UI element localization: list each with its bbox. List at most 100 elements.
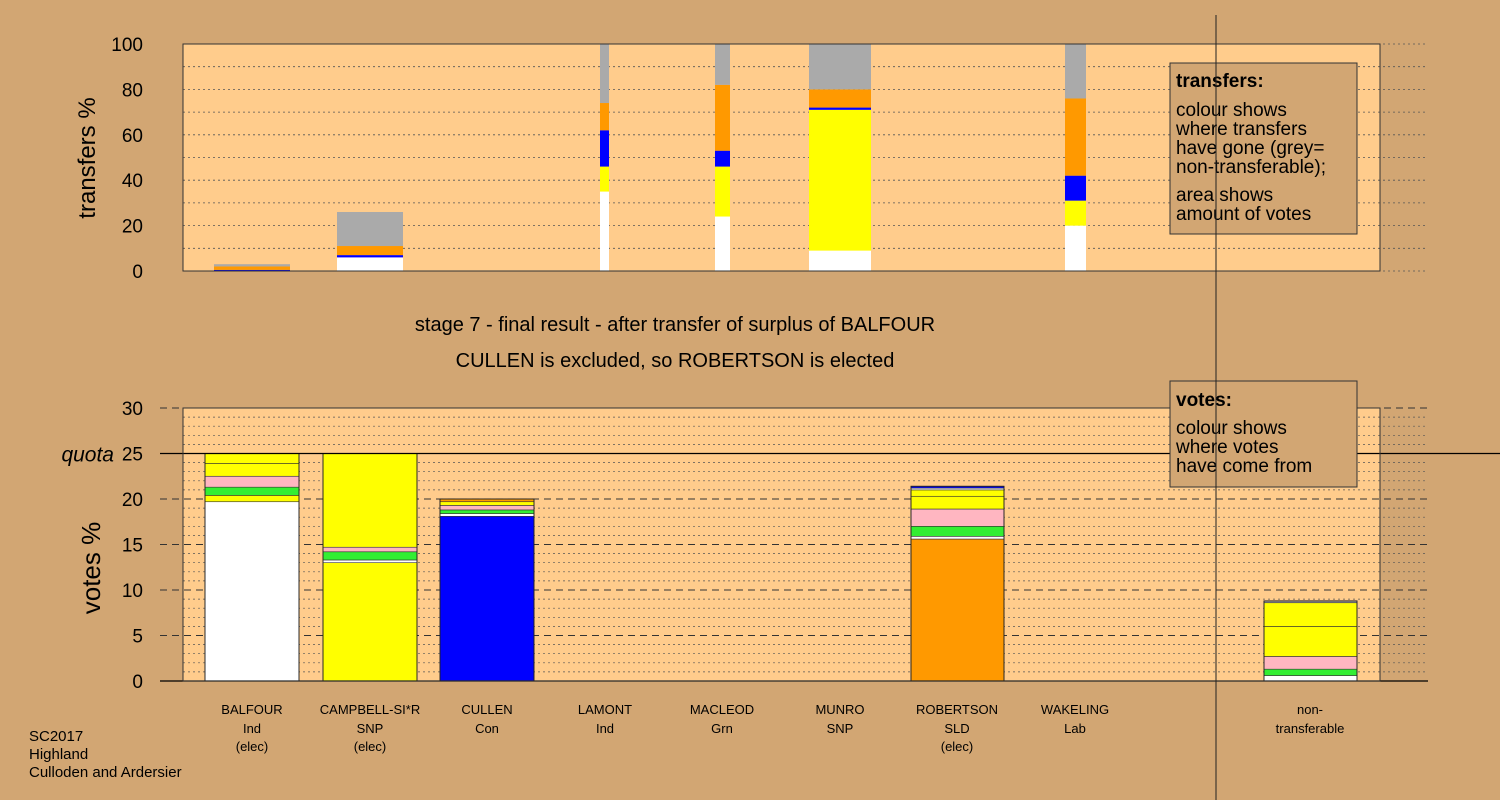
candidate-name-label: MUNRO <box>815 702 864 717</box>
quota-label: quota <box>61 444 114 467</box>
votes-note-line: where votes <box>1175 437 1278 458</box>
transfers-y-tick-label: 20 <box>122 217 143 238</box>
transfers-y-tick-label: 40 <box>122 171 143 192</box>
candidate-party-label: Ind <box>243 721 261 736</box>
votes-y-axis-label: votes % <box>76 522 106 615</box>
vote-bar-segment <box>439 505 535 511</box>
transfer-bar-segment <box>1065 98 1086 176</box>
candidate-name-label: WAKELING <box>1041 702 1109 717</box>
vote-bar-segment <box>910 536 1005 540</box>
votes-y-tick-label: 10 <box>122 581 143 602</box>
transfer-bar-segment <box>337 255 403 258</box>
votes-y-tick-label: 0 <box>132 672 143 693</box>
candidate-party-label: Ind <box>596 721 614 736</box>
vote-bar-segment <box>204 495 300 503</box>
vote-bar-segment <box>439 501 535 506</box>
candidate-party-label: transferable <box>1276 721 1345 736</box>
votes-y-tick-label: 15 <box>122 536 143 557</box>
transfers-note-line: amount of votes <box>1176 204 1311 225</box>
transfers-y-tick-label: 0 <box>132 262 143 283</box>
vote-bar-segment <box>910 489 1005 497</box>
candidate-name-label: CULLEN <box>461 702 512 717</box>
transfer-bar-segment <box>1065 200 1086 226</box>
transfer-bar-segment <box>715 166 730 217</box>
vote-bar-segment <box>439 515 535 682</box>
candidate-party-label: Lab <box>1064 721 1086 736</box>
candidate-party-label: SLD <box>944 721 969 736</box>
transfer-bar-segment <box>600 130 609 167</box>
candidate-name-label: ROBERTSON <box>916 702 998 717</box>
vote-bar-segment <box>1263 668 1358 676</box>
votes-note-box <box>1169 380 1358 488</box>
candidate-name-label: MACLEOD <box>690 702 754 717</box>
transfer-bar-segment <box>600 191 609 271</box>
candidate-party-label: Con <box>475 721 499 736</box>
footer-ward: Culloden and Ardersier <box>29 764 182 781</box>
vote-bar-segment <box>1263 675 1358 682</box>
transfers-note-line: where transfers <box>1175 119 1307 140</box>
votes-y-tick-label: 5 <box>132 627 143 648</box>
transfer-bar-segment <box>715 150 730 167</box>
transfers-y-tick-label: 80 <box>122 80 143 101</box>
transfer-bar-segment <box>809 107 871 110</box>
votes-note-line: have come from <box>1176 456 1312 477</box>
transfers-y-tick-label: 100 <box>111 35 143 56</box>
votes-note-line: colour shows <box>1176 418 1287 439</box>
vote-bar-segment <box>1263 626 1358 657</box>
transfer-bar-segment <box>1065 175 1086 201</box>
transfer-bar-segment <box>809 250 871 271</box>
transfer-bar-segment <box>715 216 730 271</box>
transfer-bar-segment <box>809 44 871 90</box>
candidate-name-label: LAMONT <box>578 702 632 717</box>
vote-bar-segment <box>204 453 300 464</box>
stage-subtitle: CULLEN is excluded, so ROBERTSON is elec… <box>455 350 895 372</box>
footer-info: SC2017 Highland Culloden and Ardersier <box>29 728 182 782</box>
candidate-party-label: SNP <box>827 721 854 736</box>
footer-election: SC2017 <box>29 728 84 745</box>
votes-y-tick-label: 25 <box>122 445 143 466</box>
vote-bar-segment <box>910 508 1005 527</box>
candidate-party-label: Grn <box>711 721 733 736</box>
transfers-plot-border <box>182 43 1381 272</box>
votes-y-tick-label: 30 <box>122 399 143 420</box>
transfers-note-box <box>1169 62 1358 235</box>
footer-council: Highland <box>29 746 89 763</box>
transfer-bar-segment <box>715 44 730 85</box>
transfer-bar-segment <box>809 89 871 108</box>
vote-bar-segment <box>204 463 300 477</box>
transfer-bar-segment <box>600 166 609 192</box>
vote-bar-segment <box>322 562 418 682</box>
votes-plot-border <box>182 407 1381 682</box>
vote-bar-segment <box>1263 602 1358 627</box>
vote-bar-segment <box>204 475 300 488</box>
vote-bar-segment <box>910 525 1005 537</box>
vote-bar-segment <box>322 559 418 563</box>
candidate-status-label: (elec) <box>354 739 387 754</box>
transfers-y-axis-label: transfers % <box>74 97 101 218</box>
vote-bar-segment <box>1263 656 1358 670</box>
transfer-bar-segment <box>600 44 609 104</box>
transfer-bar-segment <box>337 257 403 271</box>
candidate-name-label: BALFOUR <box>221 702 282 717</box>
transfer-bar-segment <box>337 246 403 256</box>
transfers-note-line: have gone (grey= <box>1176 138 1324 159</box>
candidate-status-label: (elec) <box>236 739 269 754</box>
vote-bar-segment <box>322 546 418 553</box>
candidate-party-label: SNP <box>357 721 384 736</box>
votes-y-tick-label: 20 <box>122 490 143 511</box>
candidate-name-label: CAMPBELL-SI*R <box>320 702 420 717</box>
vote-bar-segment <box>439 509 535 514</box>
transfer-bar-segment <box>214 269 290 271</box>
transfer-bar-segment <box>1065 44 1086 99</box>
transfer-bar-segment <box>715 84 730 151</box>
transfers-note-line: colour shows <box>1176 100 1287 121</box>
vote-bar-segment <box>322 551 418 561</box>
transfer-bar-segment <box>214 266 290 270</box>
vote-bar-segment <box>204 486 300 496</box>
transfer-bar-segment <box>214 264 290 267</box>
stage-title: stage 7 - final result - after transfer … <box>414 314 936 336</box>
vote-bar-segment <box>910 538 1005 682</box>
votes-note-title: votes: <box>1176 390 1232 411</box>
vote-bar-segment <box>910 495 1005 510</box>
